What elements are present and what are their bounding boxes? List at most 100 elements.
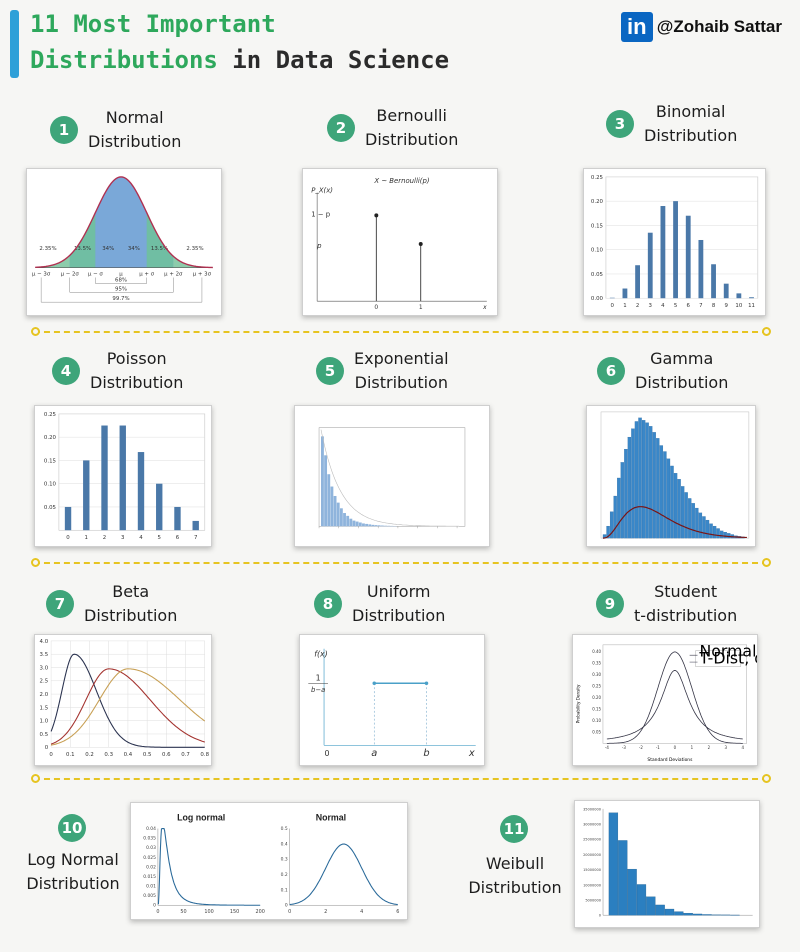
badge-number: 6 [597, 357, 625, 385]
bar [380, 525, 384, 527]
density-curve [602, 506, 747, 539]
bar [137, 452, 145, 531]
bar [664, 908, 675, 916]
bar [634, 421, 639, 539]
card-name-line1: Bernoulli [376, 106, 447, 125]
bar [647, 232, 653, 299]
right-subchart-title: Normal [316, 813, 346, 823]
x-tick: 0.4 [124, 752, 133, 758]
x-axis-end: x [468, 748, 475, 759]
x-tick: 4 [742, 745, 745, 750]
x-tick: 50 [180, 909, 186, 915]
x-tick: 4 [661, 303, 665, 309]
y-tick: 1.0 [40, 719, 49, 725]
x-tick: 0 [674, 745, 677, 750]
title-green-word: Distributions [30, 46, 218, 74]
y-tick: 3.5 [40, 652, 49, 658]
bar [371, 524, 375, 527]
band-pct: 34% [102, 246, 114, 252]
y-tick: 0.3 [281, 857, 288, 863]
bar [716, 528, 720, 539]
x-tick: 2 [636, 303, 639, 309]
bar [749, 297, 754, 299]
chart-uniform: f(x) 1 b−a 0 a b x [299, 634, 485, 766]
bar [720, 530, 724, 539]
normal-curve [35, 176, 213, 269]
chart-exponential [294, 405, 490, 547]
range-label: 99.7% [112, 296, 129, 302]
bar [683, 912, 693, 916]
y-tick: 0 [153, 903, 156, 909]
normal-curve [606, 651, 743, 744]
bar [624, 449, 628, 539]
card-name-line2: Distribution [90, 373, 184, 392]
y-tick: 0.4 [281, 841, 288, 847]
x-tick: 5 [158, 535, 161, 541]
y-tick: 0.20 [592, 695, 601, 700]
bar [622, 288, 628, 299]
y-tick: 0.025 [143, 855, 156, 861]
x-tick: 11 [748, 303, 755, 309]
card-name-line2: t-distribution [634, 606, 738, 625]
author-handle: @Zohaib Sattar [656, 17, 782, 36]
y-tick: 0.1 [281, 887, 288, 893]
bar [324, 455, 328, 527]
x-tick: μ + σ [139, 272, 154, 278]
bar [64, 506, 72, 531]
bar [698, 239, 704, 299]
card-title-weibull: Weibull Distribution [462, 852, 568, 900]
range-label: 95% [115, 286, 127, 292]
divider-dot [762, 774, 771, 783]
bar [192, 520, 199, 531]
y-tick: 2.5 [40, 679, 49, 685]
card-name-line2: Distribution [644, 126, 738, 145]
bar [156, 483, 163, 531]
legend-entry: T-Dist, df=1 [698, 649, 757, 668]
badge-number: 2 [327, 114, 355, 142]
y-tick: 15000000 [583, 868, 602, 872]
bar [343, 513, 346, 527]
author-badge[interactable]: in @Zohaib Sattar [620, 12, 782, 42]
divider-dot [31, 327, 40, 336]
plot-frame [602, 644, 747, 744]
card-title-gamma: 6 Gamma Distribution [597, 347, 728, 395]
bar [673, 473, 678, 539]
y-tick: 0.05 [44, 505, 56, 511]
y-tick: 0.02 [146, 864, 156, 870]
y-tick: 0.5 [40, 732, 49, 738]
bar [617, 477, 621, 539]
y-tick: 1 − p [311, 210, 330, 218]
card-title-exponential: 5 Exponential Distribution [316, 347, 449, 395]
y-tick: p [316, 242, 322, 250]
bernoulli-stems [374, 213, 423, 302]
bar [641, 420, 646, 539]
y-tick: 1.5 [40, 705, 49, 711]
bar [362, 523, 365, 527]
dashed-divider [34, 562, 768, 564]
x-tick: 7 [194, 535, 197, 541]
bar [352, 520, 356, 527]
band-pct: 2.35% [39, 246, 56, 252]
badge-number: 8 [314, 590, 342, 618]
y-tick: 3.0 [40, 665, 49, 671]
badge-number: 9 [596, 590, 624, 618]
bar [349, 518, 353, 527]
card-name-line1: Uniform [366, 582, 431, 601]
card-name-line2: Distribution [365, 130, 459, 149]
card-title-lognormal: Log Normal Distribution [20, 848, 126, 896]
chart-binomial: 0.00 0.05 0.10 0.15 0.20 0.25 0 1 2 3 4 5 6 7 8 9 10 11 [583, 168, 766, 316]
y-tick: 25000000 [583, 838, 602, 842]
beta-curve [50, 653, 205, 748]
x-tick: 2 [708, 745, 711, 750]
y-axis-label: P_X(x) [311, 187, 333, 195]
y-axis-label: f(x) [314, 650, 328, 659]
y-tick: 0.25 [591, 175, 603, 181]
card-name-line1: Normal [105, 108, 164, 127]
beta-curve [50, 668, 205, 745]
x-tick: μ − 2σ [61, 272, 80, 278]
x-tick: -2 [639, 745, 643, 750]
bar [627, 436, 632, 539]
y-tick: 0.01 [146, 884, 156, 890]
bar [627, 868, 637, 916]
chart-normal: 2.35% 13.5% 34% 34% 13.5% 2.35% μ − 3σ μ… [26, 168, 222, 316]
